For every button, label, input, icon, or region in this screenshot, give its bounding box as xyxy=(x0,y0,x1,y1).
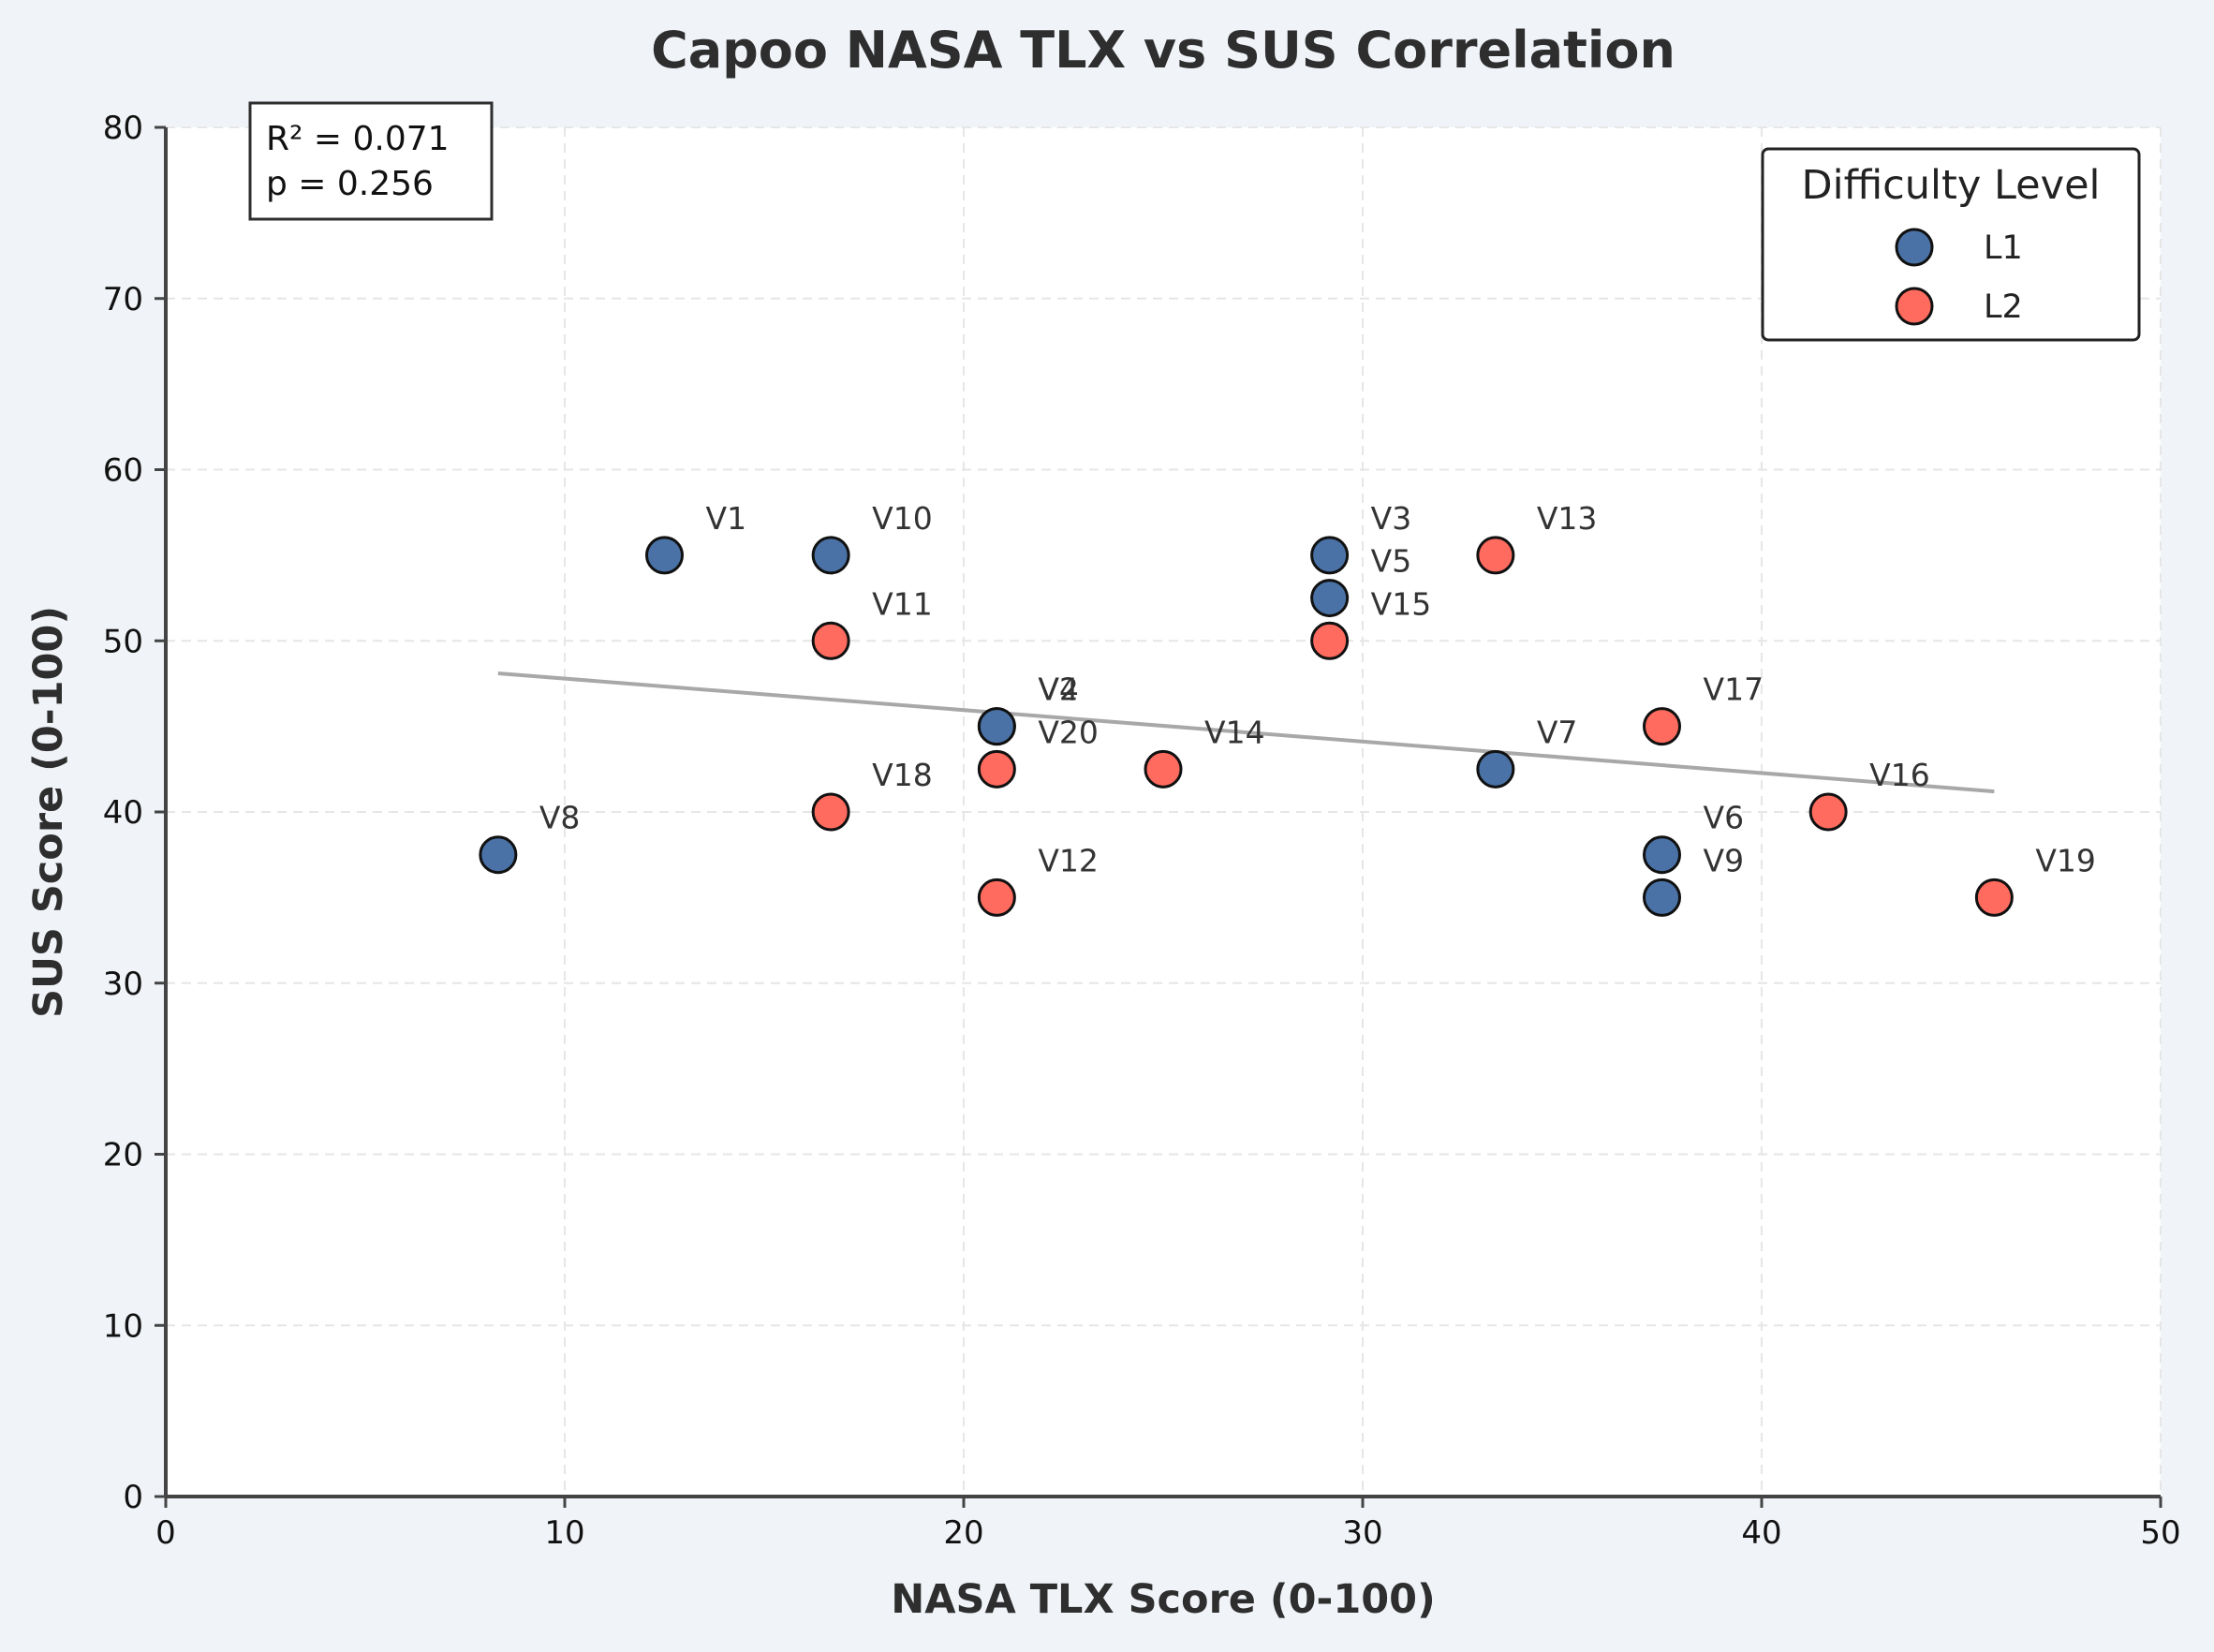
y-tick-label: 80 xyxy=(103,110,143,147)
y-tick-label: 10 xyxy=(103,1307,143,1345)
point-label-v20: V20 xyxy=(1038,714,1099,750)
legend-marker-l2 xyxy=(1895,287,1934,326)
x-tick-label: 40 xyxy=(1741,1514,1781,1552)
axis-ticks: 0 10 20 30 40 50 0 10 20 30 40 50 60 70 80 xyxy=(103,110,2181,1552)
point-label-v14: V14 xyxy=(1204,714,1265,750)
x-tick-label: 20 xyxy=(943,1514,983,1552)
data-point-v16 xyxy=(1808,792,1848,832)
stats-box-frame xyxy=(248,101,494,221)
x-axis-label: NASA TLX Score (0-100) xyxy=(891,1576,1436,1623)
data-point-v7 xyxy=(1476,749,1515,789)
data-point-v13 xyxy=(1476,536,1515,575)
data-point-v9 xyxy=(1643,878,1681,917)
point-label-v5: V5 xyxy=(1371,543,1412,580)
point-label-v4: V4 xyxy=(1038,671,1079,708)
point-label-v12: V12 xyxy=(1038,842,1099,878)
legend: Difficulty Level L1 L2 xyxy=(1761,147,2141,342)
data-point-v17 xyxy=(1643,707,1681,746)
chart-title: Capoo NASA TLX vs SUS Correlation xyxy=(651,21,1675,80)
y-tick-label: 0 xyxy=(123,1479,143,1516)
legend-frame xyxy=(1761,147,2141,342)
point-label-v17: V17 xyxy=(1704,671,1764,708)
legend-label-l2: L2 xyxy=(1984,288,2023,326)
y-tick-label: 50 xyxy=(103,623,143,660)
trend-line xyxy=(497,671,1995,794)
point-label-v2: V2 xyxy=(1038,671,1079,708)
point-label-v1: V1 xyxy=(706,500,747,537)
data-point-v15 xyxy=(1310,621,1350,660)
point-label-v6: V6 xyxy=(1704,800,1745,836)
data-point-v20 xyxy=(977,749,1016,789)
point-label-v7: V7 xyxy=(1537,714,1578,750)
data-point-v18 xyxy=(811,792,850,832)
data-point-v6 xyxy=(1643,835,1681,875)
legend-label-l1: L1 xyxy=(1984,229,2023,267)
point-label-v18: V18 xyxy=(872,757,933,793)
data-point-v8 xyxy=(479,835,518,875)
point-label-v19: V19 xyxy=(2035,842,2096,878)
point-label-v11: V11 xyxy=(872,585,933,622)
point-label-v3: V3 xyxy=(1371,500,1412,537)
x-tick-label: 10 xyxy=(544,1514,584,1552)
trendline-group xyxy=(497,671,1995,794)
stats-box: R² = 0.071 p = 0.256 xyxy=(248,101,494,221)
r-squared-text: R² = 0.071 xyxy=(266,120,450,158)
data-point-v3 xyxy=(1310,536,1350,575)
legend-title: Difficulty Level xyxy=(1802,162,2101,209)
data-point-v5 xyxy=(1310,579,1350,618)
data-point-v10 xyxy=(811,536,850,575)
y-tick-label: 40 xyxy=(103,794,143,832)
x-tick-label: 50 xyxy=(2140,1514,2180,1552)
data-point-v14 xyxy=(1144,749,1183,789)
point-label-v16: V16 xyxy=(1869,757,1930,793)
data-point-v11 xyxy=(811,621,850,660)
point-label-v9: V9 xyxy=(1704,842,1745,878)
data-point-v12 xyxy=(977,878,1016,917)
y-tick-label: 30 xyxy=(103,966,143,1003)
point-label-v15: V15 xyxy=(1371,585,1432,622)
x-tick-label: 0 xyxy=(155,1514,176,1552)
point-label-v13: V13 xyxy=(1537,500,1598,537)
data-point-v4 xyxy=(977,707,1016,746)
y-tick-label: 70 xyxy=(103,281,143,318)
y-tick-label: 20 xyxy=(103,1137,143,1174)
legend-marker-l1 xyxy=(1895,228,1934,267)
y-tick-label: 60 xyxy=(103,452,143,490)
data-point-v19 xyxy=(1974,878,2014,917)
point-label-v10: V10 xyxy=(872,500,933,537)
x-tick-label: 30 xyxy=(1342,1514,1382,1552)
data-point-v1 xyxy=(645,536,684,575)
data-points xyxy=(479,536,2014,917)
y-axis-label: SUS Score (0-100) xyxy=(25,606,72,1018)
point-label-v8: V8 xyxy=(539,800,581,836)
p-value-text: p = 0.256 xyxy=(266,165,434,203)
